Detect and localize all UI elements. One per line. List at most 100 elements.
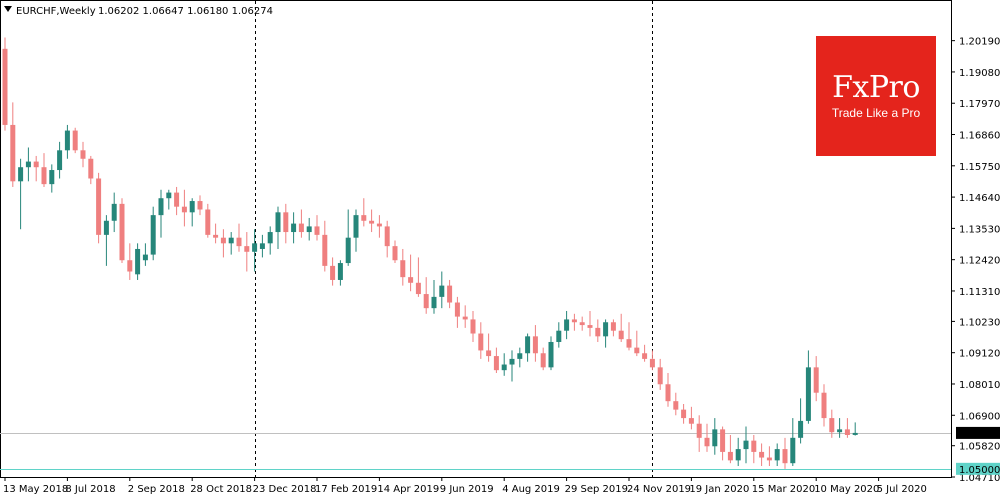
candle-body xyxy=(798,420,804,438)
candle-body xyxy=(743,440,749,450)
candle-body xyxy=(696,423,702,438)
candle-body xyxy=(314,226,320,235)
candle-body xyxy=(25,161,31,168)
bearish-candle xyxy=(10,102,16,187)
y-tick-label: 1.17970 xyxy=(959,99,1000,110)
bearish-candle xyxy=(298,209,304,238)
x-tick-label: 29 Sep 2019 xyxy=(565,484,628,495)
x-tick-label: 24 Nov 2019 xyxy=(627,484,691,495)
bullish-candle xyxy=(189,198,195,227)
x-tick-label: 10 May 2020 xyxy=(814,484,879,495)
bearish-candle xyxy=(80,141,86,168)
candle-body xyxy=(774,449,780,461)
candle-body xyxy=(111,203,117,221)
bearish-candle xyxy=(127,243,133,280)
y-tick-label: 1.15750 xyxy=(959,162,1000,173)
bullish-candle xyxy=(525,333,531,362)
bearish-candle xyxy=(415,257,421,297)
candle-body xyxy=(306,226,312,233)
candle-body xyxy=(135,248,141,275)
bullish-candle xyxy=(805,350,811,424)
candle-body xyxy=(228,237,234,244)
bearish-candle xyxy=(704,423,710,452)
candle-body xyxy=(337,263,343,280)
y-tick-label: 1.05820 xyxy=(959,442,1000,453)
candle-body xyxy=(618,330,624,340)
bearish-candle xyxy=(376,215,382,238)
candle-body xyxy=(197,201,203,210)
bullish-candle xyxy=(431,279,437,314)
candle-body xyxy=(649,358,655,368)
candle-body xyxy=(766,457,772,461)
bearish-candle xyxy=(447,279,453,309)
candle-body xyxy=(571,319,577,323)
candle-body xyxy=(127,260,133,272)
fxpro-logo: FxPro Trade Like a Pro xyxy=(816,36,936,156)
bearish-candle xyxy=(782,437,788,469)
candle-body xyxy=(189,201,195,213)
bearish-candle xyxy=(384,220,390,258)
bullish-candle xyxy=(556,322,562,348)
bearish-candle xyxy=(361,198,367,227)
bullish-candle xyxy=(509,350,515,382)
bearish-candle xyxy=(96,172,102,244)
candles xyxy=(2,37,858,469)
bearish-candle xyxy=(236,223,242,252)
candle-body xyxy=(330,265,336,280)
bearish-candle xyxy=(72,127,78,154)
bearish-candle xyxy=(33,155,39,182)
bullish-candle xyxy=(228,232,234,255)
candle-body xyxy=(244,246,250,252)
y-tick-label: 1.19080 xyxy=(959,68,1000,79)
x-tick-label: 9 Jun 2019 xyxy=(440,484,494,495)
bullish-candle xyxy=(64,124,70,159)
candle-body xyxy=(657,367,663,385)
bullish-candle xyxy=(150,206,156,261)
candle-body xyxy=(727,451,733,461)
ohlc-values: 1.06202 1.06647 1.06180 1.06274 xyxy=(98,6,273,17)
bullish-candle xyxy=(111,192,117,233)
bearish-candle xyxy=(408,254,414,292)
candle-body xyxy=(103,220,109,235)
candle-body xyxy=(283,212,289,233)
candle-body xyxy=(829,418,835,433)
vertical-marker-lines xyxy=(255,1,653,477)
candle-body xyxy=(49,170,55,185)
candle-body xyxy=(166,192,172,199)
candle-body xyxy=(205,209,211,235)
candle-body xyxy=(252,243,258,252)
bearish-candle xyxy=(634,330,640,357)
bearish-candle xyxy=(41,153,47,187)
candle-body xyxy=(462,316,468,320)
candle-body xyxy=(634,347,640,354)
bearish-candle xyxy=(610,319,616,337)
bearish-candle xyxy=(727,435,733,464)
candle-body xyxy=(447,285,453,303)
bullish-candle xyxy=(103,215,109,266)
bearish-candle xyxy=(532,325,538,362)
bullish-candle xyxy=(275,206,281,249)
candle-body xyxy=(431,296,437,309)
candle-body xyxy=(298,223,304,233)
support-level-badge-label: 1.05000 xyxy=(959,465,1000,476)
chart-header: EURCHF,Weekly 1.06202 1.06647 1.06180 1.… xyxy=(4,6,273,17)
dropdown-triangle-icon[interactable] xyxy=(4,6,12,12)
y-tick-label: 1.11310 xyxy=(959,287,1000,298)
candle-body xyxy=(712,429,718,447)
x-tick-label: 19 Jan 2020 xyxy=(689,484,749,495)
bearish-candle xyxy=(649,350,655,371)
candle-body xyxy=(782,449,788,464)
candle-body xyxy=(423,294,429,309)
candle-body xyxy=(642,353,648,359)
symbol-label: EURCHF,Weekly xyxy=(16,6,96,17)
candle-body xyxy=(525,336,531,354)
candle-body xyxy=(392,246,398,261)
candle-body xyxy=(361,215,367,221)
bullish-candle xyxy=(306,217,312,241)
bearish-candle xyxy=(454,296,460,328)
bearish-candle xyxy=(205,203,211,238)
bearish-candle xyxy=(759,443,765,467)
candle-body xyxy=(41,167,47,185)
candle-body xyxy=(353,215,359,238)
